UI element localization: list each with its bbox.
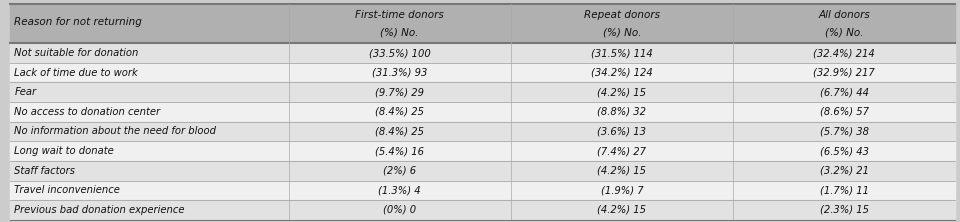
Bar	[10, 200, 289, 220]
Bar	[733, 82, 955, 102]
Text: (1.3%) 4: (1.3%) 4	[378, 185, 421, 195]
Text: Reason for not returning: Reason for not returning	[14, 17, 142, 27]
Bar	[289, 141, 511, 161]
Bar	[289, 4, 511, 43]
Text: Lack of time due to work: Lack of time due to work	[14, 68, 138, 78]
Text: Fear: Fear	[14, 87, 36, 97]
Text: (%) No.: (%) No.	[825, 27, 863, 37]
Bar	[289, 82, 511, 102]
Text: (3.2%) 21: (3.2%) 21	[820, 166, 869, 176]
Bar	[511, 180, 733, 200]
Text: (7.4%) 27: (7.4%) 27	[597, 146, 646, 156]
Bar	[511, 161, 733, 180]
Text: (3.6%) 13: (3.6%) 13	[597, 127, 646, 137]
Bar	[733, 43, 955, 63]
Bar	[10, 161, 289, 180]
Text: Travel inconvenience: Travel inconvenience	[14, 185, 120, 195]
Text: (9.7%) 29: (9.7%) 29	[375, 87, 424, 97]
Text: Staff factors: Staff factors	[14, 166, 76, 176]
Text: (2.3%) 15: (2.3%) 15	[820, 205, 869, 215]
Bar	[10, 43, 289, 63]
Text: Not suitable for donation: Not suitable for donation	[14, 48, 139, 58]
Bar	[289, 122, 511, 141]
Text: Repeat donors: Repeat donors	[584, 10, 660, 20]
Text: (5.7%) 38: (5.7%) 38	[820, 127, 869, 137]
Bar	[10, 102, 289, 122]
Text: (31.3%) 93: (31.3%) 93	[372, 68, 427, 78]
Bar	[733, 63, 955, 82]
Bar	[289, 102, 511, 122]
Bar	[733, 161, 955, 180]
Text: (33.5%) 100: (33.5%) 100	[369, 48, 430, 58]
Bar	[289, 200, 511, 220]
Text: (6.5%) 43: (6.5%) 43	[820, 146, 869, 156]
Text: Long wait to donate: Long wait to donate	[14, 146, 114, 156]
Text: No information about the need for blood: No information about the need for blood	[14, 127, 216, 137]
Bar	[733, 122, 955, 141]
Text: (31.5%) 114: (31.5%) 114	[591, 48, 653, 58]
Bar	[289, 161, 511, 180]
Bar	[733, 180, 955, 200]
Text: (8.4%) 25: (8.4%) 25	[375, 107, 424, 117]
Text: No access to donation center: No access to donation center	[14, 107, 160, 117]
Bar	[511, 43, 733, 63]
Text: Previous bad donation experience: Previous bad donation experience	[14, 205, 185, 215]
Text: (8.6%) 57: (8.6%) 57	[820, 107, 869, 117]
Bar	[289, 43, 511, 63]
Text: (8.4%) 25: (8.4%) 25	[375, 127, 424, 137]
Text: (8.8%) 32: (8.8%) 32	[597, 107, 646, 117]
Text: (6.7%) 44: (6.7%) 44	[820, 87, 869, 97]
Text: All donors: All donors	[818, 10, 870, 20]
Text: (%) No.: (%) No.	[603, 27, 641, 37]
Bar	[511, 82, 733, 102]
Bar	[10, 122, 289, 141]
Bar	[511, 63, 733, 82]
Text: (%) No.: (%) No.	[380, 27, 419, 37]
Bar	[10, 141, 289, 161]
Text: (1.7%) 11: (1.7%) 11	[820, 185, 869, 195]
Text: (32.9%) 217: (32.9%) 217	[813, 68, 875, 78]
Bar	[511, 200, 733, 220]
Bar	[289, 63, 511, 82]
Bar	[10, 63, 289, 82]
Text: (32.4%) 214: (32.4%) 214	[813, 48, 875, 58]
Bar	[733, 4, 955, 43]
Bar	[289, 180, 511, 200]
Text: (5.4%) 16: (5.4%) 16	[375, 146, 424, 156]
Text: (2%) 6: (2%) 6	[383, 166, 417, 176]
Text: First-time donors: First-time donors	[355, 10, 444, 20]
Bar	[511, 4, 733, 43]
Text: (4.2%) 15: (4.2%) 15	[597, 166, 646, 176]
Text: (4.2%) 15: (4.2%) 15	[597, 205, 646, 215]
Bar	[733, 200, 955, 220]
Bar	[10, 4, 289, 43]
Bar	[511, 141, 733, 161]
Bar	[733, 102, 955, 122]
Bar	[10, 82, 289, 102]
Text: (0%) 0: (0%) 0	[383, 205, 417, 215]
Bar	[733, 141, 955, 161]
Text: (1.9%) 7: (1.9%) 7	[601, 185, 643, 195]
Bar	[511, 102, 733, 122]
Bar	[10, 180, 289, 200]
Text: (4.2%) 15: (4.2%) 15	[597, 87, 646, 97]
Text: (34.2%) 124: (34.2%) 124	[591, 68, 653, 78]
Bar	[511, 122, 733, 141]
